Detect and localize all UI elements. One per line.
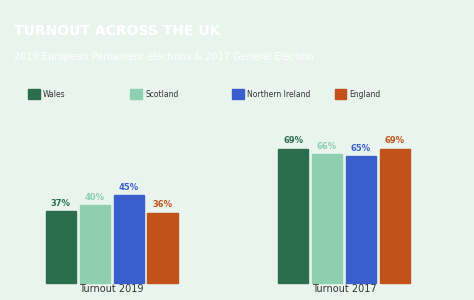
Bar	[28, 89, 40, 99]
Text: 2019 European Parliament elections & 2017 General Election: 2019 European Parliament elections & 201…	[14, 52, 314, 62]
Text: 69%: 69%	[385, 136, 405, 145]
Text: 65%: 65%	[351, 144, 371, 153]
Text: 40%: 40%	[85, 193, 105, 202]
Text: Turnout 2019: Turnout 2019	[80, 284, 144, 293]
Bar	[278, 148, 308, 283]
Bar	[80, 205, 110, 283]
Text: 36%: 36%	[153, 200, 173, 209]
Bar	[147, 213, 178, 283]
Bar	[380, 148, 410, 283]
Text: 66%: 66%	[317, 142, 337, 151]
Text: 69%: 69%	[283, 136, 303, 145]
Bar	[346, 156, 376, 283]
Text: 45%: 45%	[118, 183, 139, 192]
Bar	[335, 89, 346, 99]
Text: 37%: 37%	[51, 199, 71, 208]
Text: Turnout 2017: Turnout 2017	[311, 284, 376, 293]
Bar	[46, 211, 76, 283]
Bar	[130, 89, 142, 99]
Text: Wales: Wales	[43, 90, 65, 99]
Text: Northern Ireland: Northern Ireland	[247, 90, 310, 99]
Bar	[312, 154, 342, 283]
Bar	[114, 195, 144, 283]
Text: TURNOUT ACROSS THE UK: TURNOUT ACROSS THE UK	[14, 23, 220, 38]
Text: England: England	[349, 90, 381, 99]
Text: Scotland: Scotland	[145, 90, 179, 99]
Bar	[232, 89, 244, 99]
